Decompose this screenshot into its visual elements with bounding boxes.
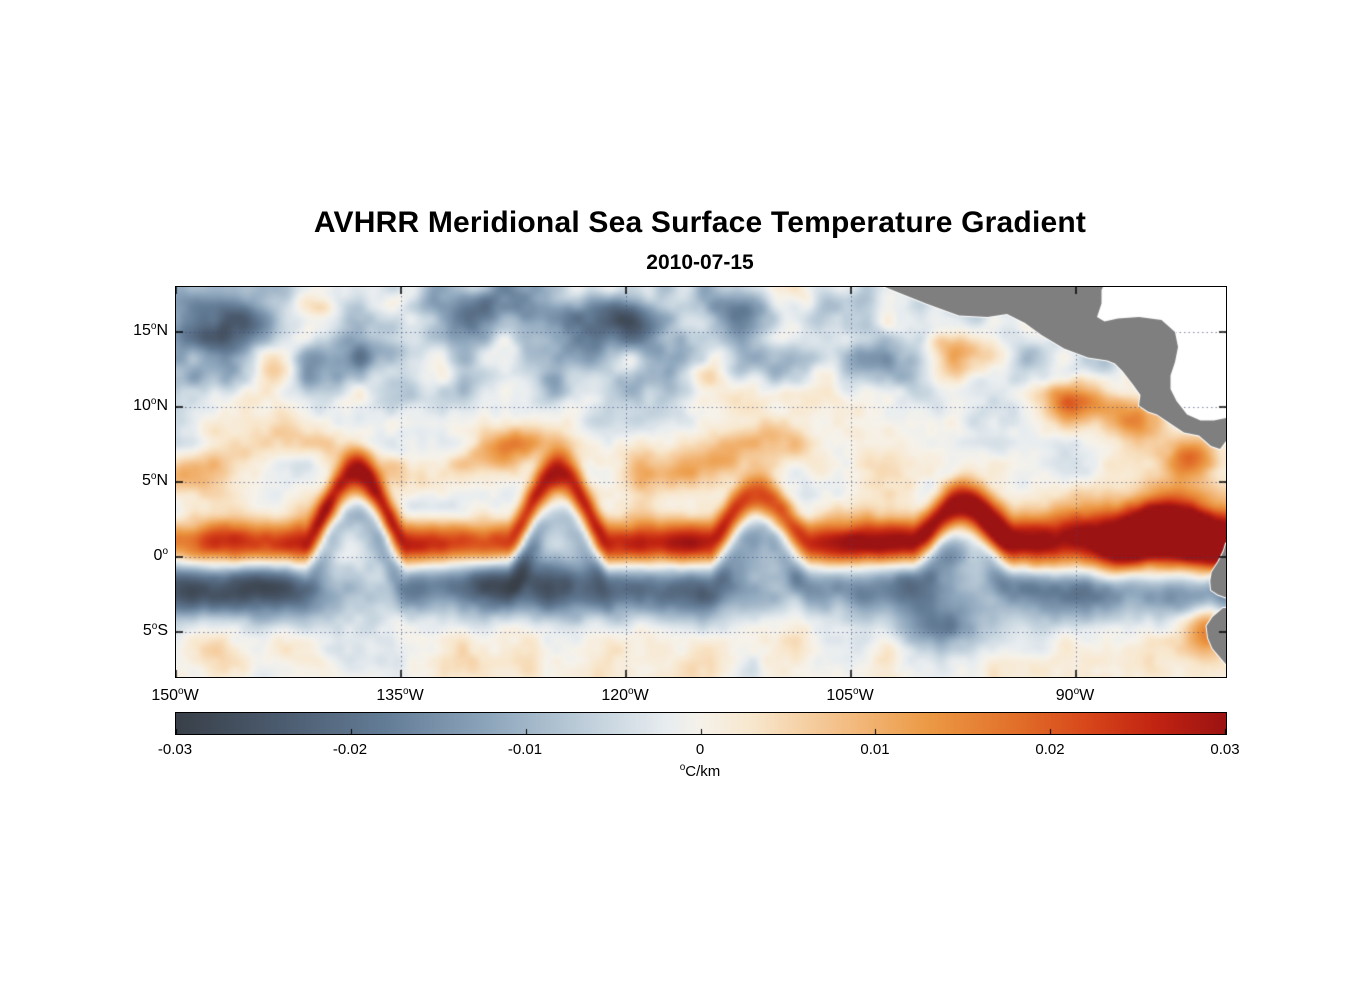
map-plot-frame (175, 286, 1227, 678)
y-tick-hemisphere: N (156, 322, 168, 339)
figure-title: AVHRR Meridional Sea Surface Temperature… (313, 206, 1087, 239)
degree-superscript: o (403, 686, 409, 697)
units-text: C/km (685, 763, 721, 780)
x-tick-label-105w: 105oW (805, 686, 895, 708)
degree-superscript: o (162, 546, 168, 557)
x-tick-value: 135 (376, 687, 404, 704)
y-tick-value: 15 (133, 322, 151, 339)
degree-superscript: o (178, 686, 184, 697)
x-tick-value: 90 (1055, 687, 1074, 704)
y-tick-value: 5 (141, 472, 151, 489)
x-tick-value: 150 (151, 687, 179, 704)
degree-superscript: o (628, 686, 634, 697)
degree-superscript: o (151, 621, 158, 632)
colorbar-tick-label: 0 (695, 741, 705, 758)
colorbar-tick-label: -0.01 (507, 741, 543, 758)
colorbar-tick-label: 0.02 (1035, 741, 1065, 758)
figure-date-subtitle: 2010-07-15 (646, 251, 754, 274)
x-tick-hemisphere: W (408, 687, 424, 704)
y-tick-value: 5 (142, 622, 152, 639)
y-tick-label-15n: 15oN (98, 321, 168, 343)
degree-superscript: o (150, 396, 157, 407)
colorbar-tick-label: -0.02 (332, 741, 368, 758)
x-tick-hemisphere: W (183, 687, 199, 704)
x-tick-label-150w: 150oW (130, 686, 220, 708)
y-tick-value: 0 (153, 547, 163, 564)
colorbar-tick-label: 0.01 (860, 741, 890, 758)
x-tick-hemisphere: W (858, 687, 874, 704)
x-tick-value: 105 (826, 687, 854, 704)
y-tick-label-5s: 5oS (98, 621, 168, 643)
colorbar-frame (175, 712, 1227, 735)
x-tick-hemisphere: W (1079, 687, 1095, 704)
degree-superscript: o (853, 686, 859, 697)
x-tick-value: 120 (601, 687, 629, 704)
colorbar-units-label: oC/km (175, 762, 1225, 780)
y-tick-hemisphere: S (157, 622, 168, 639)
colorbar-gradient-canvas (176, 713, 1226, 734)
y-tick-hemisphere: N (156, 397, 168, 414)
colorbar-tick-label: 0.03 (1210, 741, 1240, 758)
degree-superscript: o (150, 321, 157, 332)
y-tick-hemisphere: N (156, 472, 168, 489)
degree-superscript: o (1073, 686, 1080, 697)
y-tick-label-0: 0o (98, 546, 168, 568)
y-tick-label-10n: 10oN (98, 396, 168, 418)
x-tick-hemisphere: W (633, 687, 649, 704)
x-tick-label-120w: 120oW (580, 686, 670, 708)
degree-superscript: o (679, 762, 686, 773)
x-tick-label-90w: 90oW (1030, 686, 1120, 708)
colorbar-tick-label: -0.03 (157, 741, 193, 758)
degree-superscript: o (150, 471, 157, 482)
y-tick-value: 10 (133, 397, 151, 414)
x-tick-label-135w: 135oW (355, 686, 445, 708)
sst-gradient-heatmap-canvas (176, 287, 1226, 677)
y-tick-label-5n: 5oN (98, 471, 168, 493)
